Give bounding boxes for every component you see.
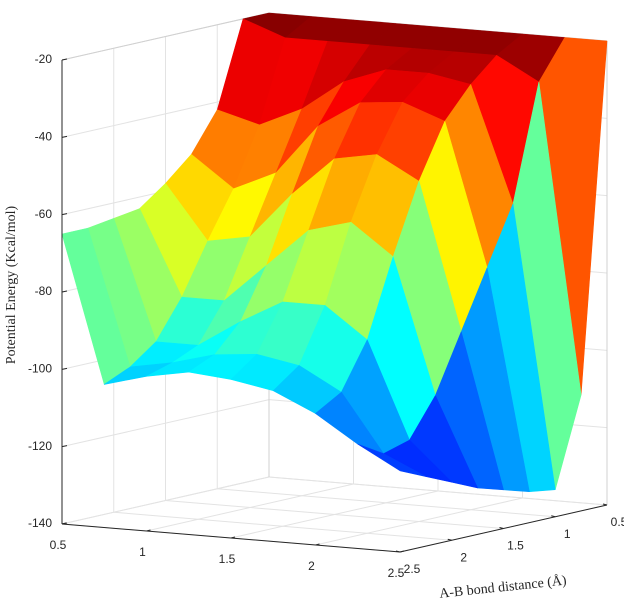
tick-mark	[551, 515, 556, 518]
x-tick-label: 1	[139, 545, 146, 559]
box-edge	[61, 12, 270, 61]
tick-mark	[61, 290, 68, 293]
tick-mark	[61, 58, 68, 61]
z-tick-label: -40	[35, 130, 53, 144]
x-tick-label: 2	[308, 559, 315, 573]
tick-mark	[602, 503, 608, 506]
grid-line	[268, 476, 608, 506]
z-tick-label: -100	[28, 362, 52, 376]
tick-mark	[61, 522, 67, 525]
tick-mark	[315, 543, 320, 546]
y-tick-label: 1.5	[507, 539, 524, 553]
tick-mark	[61, 213, 68, 216]
y-tick-label: 1	[564, 527, 571, 541]
x-tick-label: 0.5	[50, 538, 67, 552]
y-tick-label: 2	[460, 550, 467, 564]
z-tick-label: -20	[35, 52, 53, 66]
z-axis-label: Potential Energy (Kcal/mol)	[4, 205, 19, 364]
tick-mark	[499, 527, 504, 529]
grid-line	[217, 488, 556, 518]
grid-line	[113, 511, 452, 541]
tick-mark	[61, 445, 68, 448]
y-tick-label: 2.5	[404, 562, 421, 576]
x-tick-label: 2.5	[388, 566, 405, 580]
surface-patch	[357, 443, 427, 477]
tick-mark	[230, 536, 236, 539]
y-tick-label: 0.5	[611, 515, 624, 529]
z-tick-label: -60	[35, 207, 53, 221]
x-tick-label: 1.5	[219, 552, 236, 566]
tick-mark	[146, 529, 151, 532]
z-tick-label: -140	[28, 516, 52, 530]
surface	[61, 12, 608, 492]
tick-mark	[395, 550, 401, 553]
tick-mark	[61, 367, 68, 370]
tick-mark	[61, 135, 68, 138]
axes: -140 -120 -100 -80 -60 -40 -20 0.5 1 1.5 2 2.5 0.5 1 1…	[28, 52, 624, 580]
tick-mark	[447, 538, 452, 541]
z-tick-label: -80	[35, 284, 53, 298]
grid-line	[165, 500, 504, 529]
z-tick-label: -120	[28, 439, 52, 453]
tick-mark	[399, 550, 405, 553]
